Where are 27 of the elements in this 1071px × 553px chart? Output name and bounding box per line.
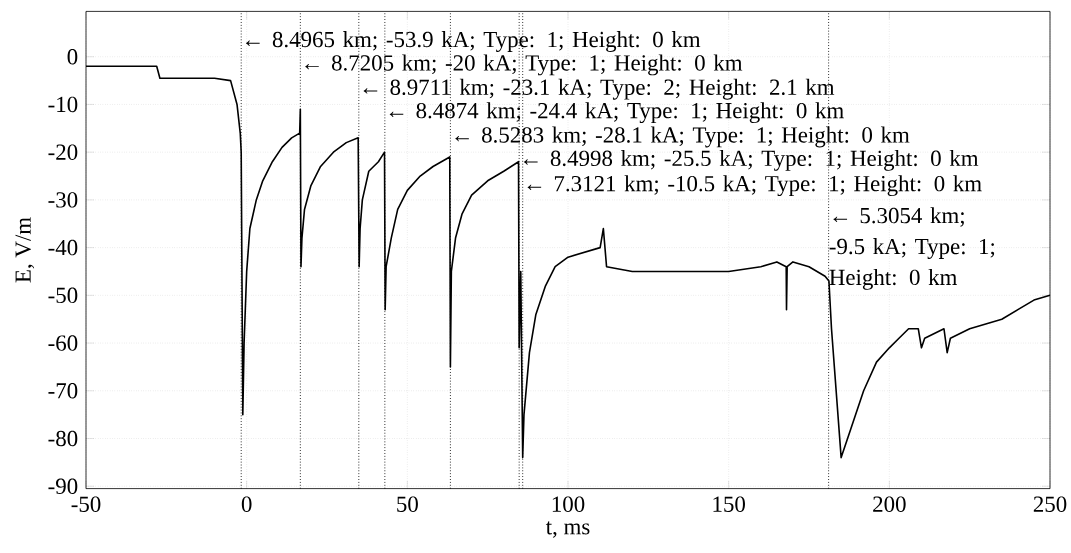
y-tick-label: -20	[48, 144, 78, 160]
x-tick-label: 0	[241, 496, 252, 512]
annotation: ← 8.7205 km; -20 kA; Type: 1; Height: 0 km	[305, 54, 743, 76]
annotation: ← 5.3054 km; -9.5 kA; Type: 1; Height: 0 km	[829, 207, 995, 290]
y-tick-label: -50	[48, 287, 78, 304]
x-tick-label: -50	[71, 496, 101, 512]
annotation: ← 7.3121 km; -10.5 kA; Type: 1; Height: 0 km	[527, 175, 982, 197]
annotation: ← 8.4874 km; -24.4 kA; Type: 1; Height: 0 km	[389, 102, 844, 124]
x-tick-label: 250	[1033, 496, 1067, 512]
x-tick-label: 150	[713, 496, 745, 512]
y-tick-label: 0	[67, 48, 78, 65]
annotation: ← 8.4965 km; -53.9 kA; Type: 1; Height: 0 km	[246, 31, 701, 52]
x-axis-title: t, ms	[545, 521, 590, 538]
x-tick-label: 200	[873, 496, 906, 512]
y-tick-label: -80	[48, 430, 78, 447]
y-tick-label: -40	[48, 239, 78, 256]
y-tick-label: -60	[48, 335, 78, 351]
annotation: ← 8.9711 km; -23.1 kA; Type: 2; Height: 2.1 km	[363, 78, 835, 100]
y-tick-label: -90	[48, 478, 78, 494]
y-tick-label: -70	[48, 383, 78, 399]
y-tick-label: -30	[48, 192, 78, 208]
annotation: ← 8.5283 km; -28.1 kA; Type: 1; Height: 0 km	[455, 126, 910, 148]
y-tick-label: -10	[48, 96, 78, 113]
annotation: ← 8.4998 km; -25.5 kA; Type: 1; Height: 0 km	[524, 149, 979, 171]
y-axis-title: E, V/m	[15, 217, 35, 283]
x-tick-label: 50	[397, 496, 418, 512]
x-tick-label: 100	[552, 496, 585, 512]
